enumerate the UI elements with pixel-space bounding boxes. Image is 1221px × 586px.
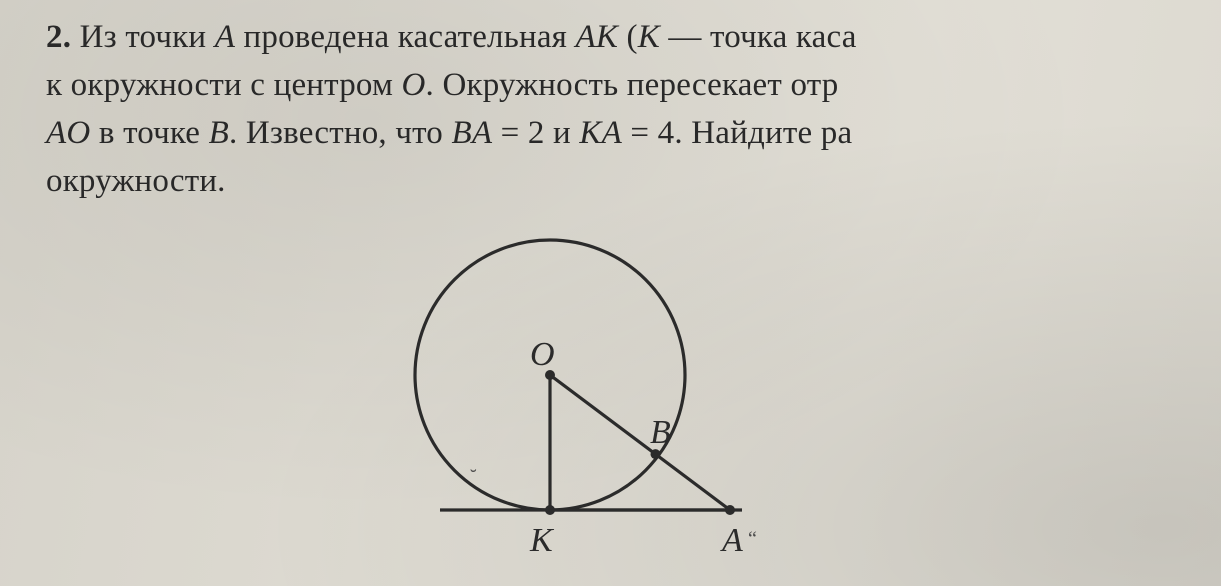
var-K: K [638, 19, 660, 55]
text-line-1: 2. Из точки A проведена касательная AK (… [46, 14, 1221, 62]
t1c: ( [618, 19, 638, 55]
t2b: . Окружность пересекает отр [426, 67, 839, 103]
t1b: проведена касательная [235, 19, 575, 55]
var-A: A [215, 19, 235, 55]
point-A-dot [725, 505, 735, 515]
label-O: O [530, 336, 555, 373]
t1d: — точка каса [660, 19, 857, 55]
var-KA: KA [579, 115, 622, 151]
var-BA: BA [451, 115, 492, 151]
t3b: . Известно, что [229, 115, 452, 151]
var-B: B [209, 115, 229, 151]
scanned-page: 2. Из точки A проведена касательная AK (… [0, 0, 1221, 586]
t3c: = 2 и [492, 115, 579, 151]
stray-mark-quote: “ [748, 528, 757, 550]
t2a: к окружности с центром [46, 67, 402, 103]
segment-OA [550, 375, 730, 510]
text-line-4: окружности. [46, 158, 1221, 206]
t4: окружности. [46, 163, 226, 199]
t3a: в точке [90, 115, 208, 151]
t3d: = 4. Найдите ра [622, 115, 852, 151]
label-B: B [650, 414, 671, 451]
point-K-dot [545, 505, 555, 515]
var-O: O [402, 67, 426, 103]
label-K: K [529, 522, 555, 559]
text-line-3: AO в точке B. Известно, что BA = 2 и KA … [46, 110, 1221, 158]
text-line-2: к окружности с центром O. Окружность пер… [46, 62, 1221, 110]
stray-mark-tiny: ˘ [470, 466, 477, 488]
geometry-figure: O K A B “ ˘ [330, 225, 890, 585]
problem-text-block: 2. Из точки A проведена касательная AK (… [46, 14, 1221, 205]
var-AO: AO [46, 115, 90, 151]
t1a: Из точки [80, 19, 215, 55]
var-AK: AK [576, 19, 619, 55]
label-A: A [720, 522, 743, 559]
figure-svg: O K A B “ ˘ [330, 225, 890, 585]
problem-number: 2. [46, 19, 71, 55]
